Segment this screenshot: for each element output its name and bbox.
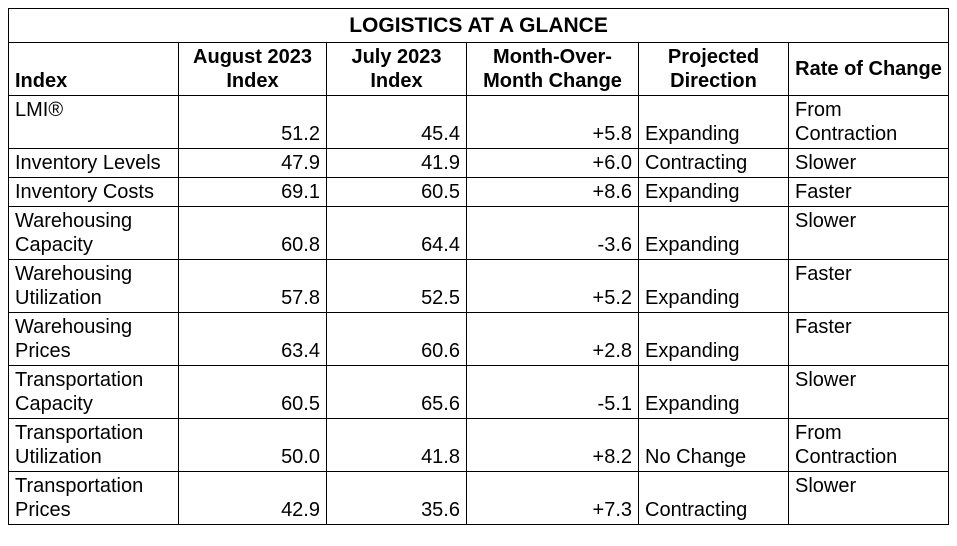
cell-july: 41.9 [327,149,467,178]
table-row: Transportation Utilization50.041.8+8.2No… [9,419,949,472]
title-row: LOGISTICS AT A GLANCE [9,9,949,43]
cell-index: Inventory Levels [9,149,179,178]
cell-mom: +8.2 [467,419,639,472]
table-row: Transportation Capacity60.565.6-5.1Expan… [9,366,949,419]
cell-july: 65.6 [327,366,467,419]
cell-mom: -5.1 [467,366,639,419]
cell-rate: From Contraction [789,419,949,472]
cell-projected: Contracting [639,149,789,178]
cell-july: 52.5 [327,260,467,313]
cell-rate: From Contraction [789,96,949,149]
cell-august: 47.9 [179,149,327,178]
table-row: LMI®51.245.4+5.8ExpandingFrom Contractio… [9,96,949,149]
logistics-table: LOGISTICS AT A GLANCE Index August 2023 … [8,8,949,525]
cell-rate: Slower [789,472,949,525]
cell-mom: +5.8 [467,96,639,149]
cell-mom: -3.6 [467,207,639,260]
cell-mom: +5.2 [467,260,639,313]
cell-index: LMI® [9,96,179,149]
cell-july: 45.4 [327,96,467,149]
cell-july: 60.6 [327,313,467,366]
header-row: Index August 2023 Index July 2023 Index … [9,43,949,96]
cell-august: 60.8 [179,207,327,260]
cell-projected: Expanding [639,178,789,207]
cell-july: 64.4 [327,207,467,260]
cell-projected: Expanding [639,96,789,149]
cell-august: 57.8 [179,260,327,313]
cell-august: 69.1 [179,178,327,207]
cell-index: Transportation Utilization [9,419,179,472]
cell-index: Warehousing Utilization [9,260,179,313]
cell-mom: +7.3 [467,472,639,525]
table-row: Warehousing Utilization57.852.5+5.2Expan… [9,260,949,313]
col-header-projected: Projected Direction [639,43,789,96]
col-header-rate: Rate of Change [789,43,949,96]
table-row: Warehousing Capacity60.864.4-3.6Expandin… [9,207,949,260]
cell-index: Warehousing Prices [9,313,179,366]
table-title: LOGISTICS AT A GLANCE [9,9,949,43]
cell-projected: Expanding [639,313,789,366]
cell-projected: No Change [639,419,789,472]
col-header-mom: Month-Over-Month Change [467,43,639,96]
table-row: Warehousing Prices63.460.6+2.8ExpandingF… [9,313,949,366]
cell-index: Transportation Capacity [9,366,179,419]
cell-july: 41.8 [327,419,467,472]
cell-august: 63.4 [179,313,327,366]
cell-rate: Faster [789,178,949,207]
cell-projected: Expanding [639,366,789,419]
cell-august: 51.2 [179,96,327,149]
col-header-august: August 2023 Index [179,43,327,96]
cell-projected: Contracting [639,472,789,525]
cell-rate: Faster [789,313,949,366]
cell-mom: +2.8 [467,313,639,366]
table-row: Transportation Prices42.935.6+7.3Contrac… [9,472,949,525]
table-row: Inventory Levels47.941.9+6.0ContractingS… [9,149,949,178]
cell-index: Transportation Prices [9,472,179,525]
cell-mom: +8.6 [467,178,639,207]
cell-august: 50.0 [179,419,327,472]
cell-index: Warehousing Capacity [9,207,179,260]
cell-august: 42.9 [179,472,327,525]
cell-rate: Faster [789,260,949,313]
cell-projected: Expanding [639,207,789,260]
cell-july: 35.6 [327,472,467,525]
cell-rate: Slower [789,366,949,419]
cell-july: 60.5 [327,178,467,207]
cell-august: 60.5 [179,366,327,419]
cell-rate: Slower [789,207,949,260]
cell-projected: Expanding [639,260,789,313]
cell-index: Inventory Costs [9,178,179,207]
col-header-july: July 2023 Index [327,43,467,96]
col-header-index: Index [9,43,179,96]
cell-rate: Slower [789,149,949,178]
table-row: Inventory Costs69.160.5+8.6ExpandingFast… [9,178,949,207]
cell-mom: +6.0 [467,149,639,178]
